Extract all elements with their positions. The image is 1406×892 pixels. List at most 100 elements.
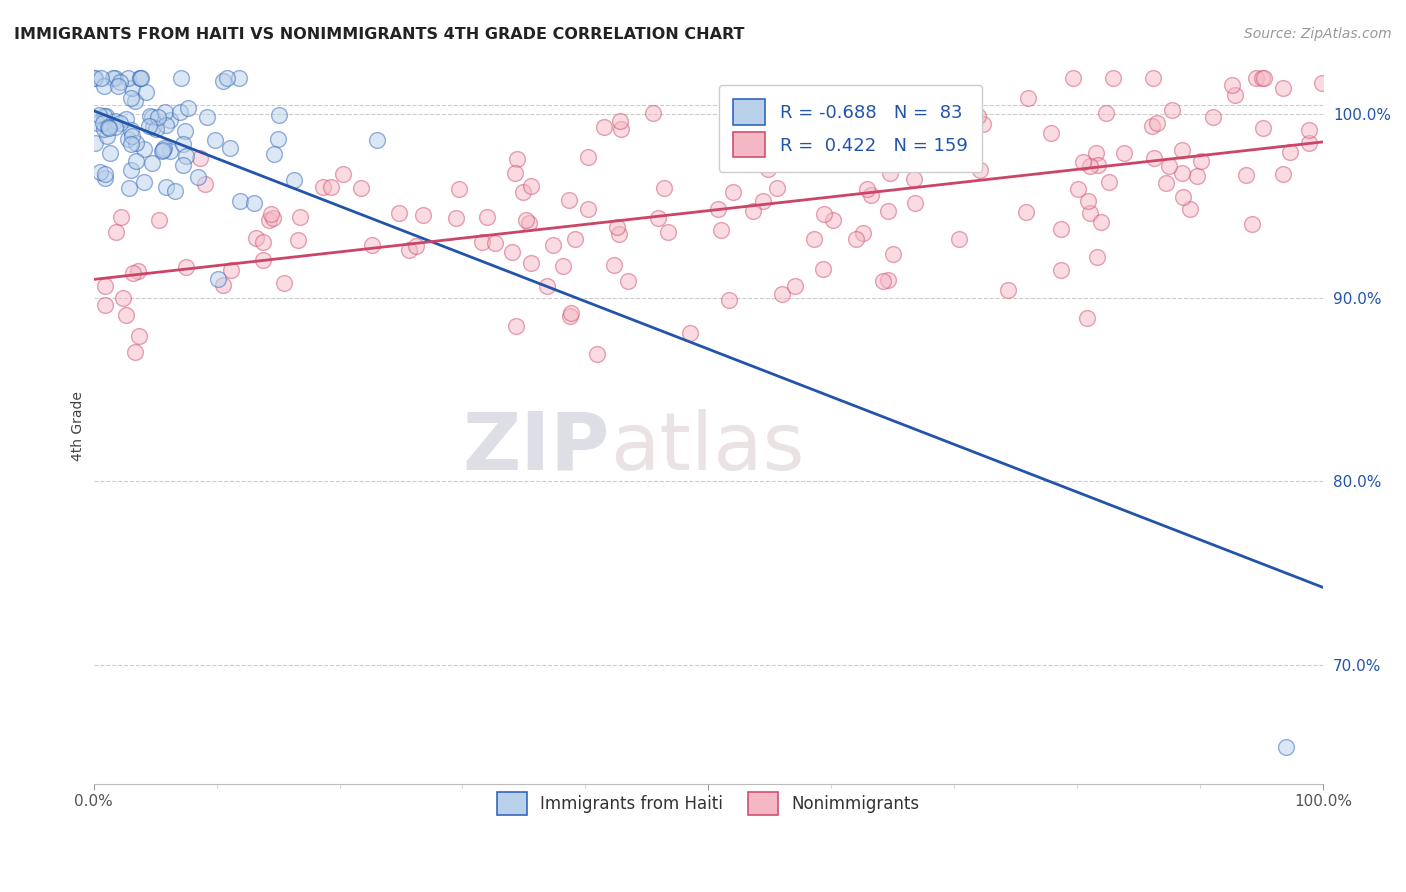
Point — [506, 152, 529, 166]
Point — [103, 120, 125, 134]
Point — [883, 143, 905, 157]
Point — [124, 136, 146, 151]
Point — [938, 131, 960, 145]
Point — [172, 137, 194, 152]
Point — [89, 107, 111, 121]
Point — [405, 239, 427, 253]
Point — [541, 238, 564, 252]
Point — [721, 186, 744, 200]
Point — [263, 147, 285, 161]
Legend: Immigrants from Haiti, Nonimmigrants: Immigrants from Haiti, Nonimmigrants — [486, 782, 929, 825]
Point — [1143, 151, 1166, 165]
Point — [1146, 116, 1168, 130]
Point — [120, 162, 142, 177]
Point — [1298, 123, 1320, 137]
Point — [96, 129, 118, 144]
Point — [852, 227, 875, 241]
Point — [129, 70, 152, 85]
Point — [90, 70, 112, 85]
Point — [501, 245, 523, 260]
Point — [350, 181, 373, 195]
Point — [1050, 221, 1073, 235]
Point — [124, 345, 146, 359]
Point — [84, 136, 107, 150]
Point — [93, 122, 115, 136]
Point — [882, 247, 904, 261]
Point — [475, 210, 498, 224]
Point — [856, 182, 879, 196]
Point — [503, 166, 526, 180]
Point — [204, 132, 226, 146]
Point — [120, 136, 142, 151]
Point — [94, 279, 117, 293]
Point — [803, 232, 825, 246]
Point — [108, 75, 131, 89]
Point — [609, 113, 631, 128]
Point — [252, 253, 274, 268]
Point — [124, 94, 146, 108]
Point — [1310, 76, 1333, 90]
Point — [212, 74, 235, 88]
Point — [146, 110, 169, 124]
Point — [121, 128, 143, 143]
Point — [904, 195, 927, 210]
Point — [98, 120, 121, 135]
Point — [93, 79, 115, 94]
Point — [641, 105, 664, 120]
Point — [1084, 145, 1107, 160]
Point — [905, 136, 928, 151]
Point — [1112, 146, 1135, 161]
Point — [1251, 70, 1274, 85]
Point — [243, 195, 266, 210]
Point — [103, 70, 125, 85]
Point — [1102, 70, 1125, 85]
Point — [844, 122, 866, 136]
Point — [447, 182, 470, 196]
Point — [197, 110, 219, 124]
Point — [948, 232, 970, 246]
Point — [117, 70, 139, 85]
Point — [471, 235, 494, 249]
Point — [517, 216, 540, 230]
Point — [257, 212, 280, 227]
Point — [1140, 119, 1163, 133]
Point — [155, 118, 177, 132]
Point — [288, 210, 311, 224]
Point — [117, 181, 139, 195]
Point — [105, 225, 128, 239]
Point — [1278, 145, 1301, 160]
Point — [122, 266, 145, 280]
Point — [177, 101, 200, 115]
Point — [174, 149, 197, 163]
Point — [1202, 111, 1225, 125]
Point — [135, 85, 157, 99]
Point — [89, 164, 111, 178]
Point — [94, 298, 117, 312]
Point — [141, 156, 163, 170]
Point — [152, 141, 174, 155]
Point — [1087, 158, 1109, 172]
Point — [783, 279, 806, 293]
Point — [512, 186, 534, 200]
Point — [169, 105, 191, 120]
Point — [115, 309, 138, 323]
Point — [1271, 167, 1294, 181]
Point — [558, 309, 581, 323]
Point — [1171, 190, 1194, 204]
Point — [174, 123, 197, 137]
Text: atlas: atlas — [610, 409, 804, 486]
Point — [586, 346, 609, 360]
Point — [148, 213, 170, 227]
Point — [142, 120, 165, 134]
Point — [1161, 103, 1184, 118]
Point — [652, 181, 675, 195]
Point — [872, 274, 894, 288]
Point — [770, 286, 793, 301]
Point — [260, 207, 283, 221]
Point — [924, 146, 946, 161]
Point — [967, 109, 990, 123]
Point — [221, 263, 243, 277]
Point — [141, 111, 163, 125]
Point — [1271, 81, 1294, 95]
Point — [765, 181, 787, 195]
